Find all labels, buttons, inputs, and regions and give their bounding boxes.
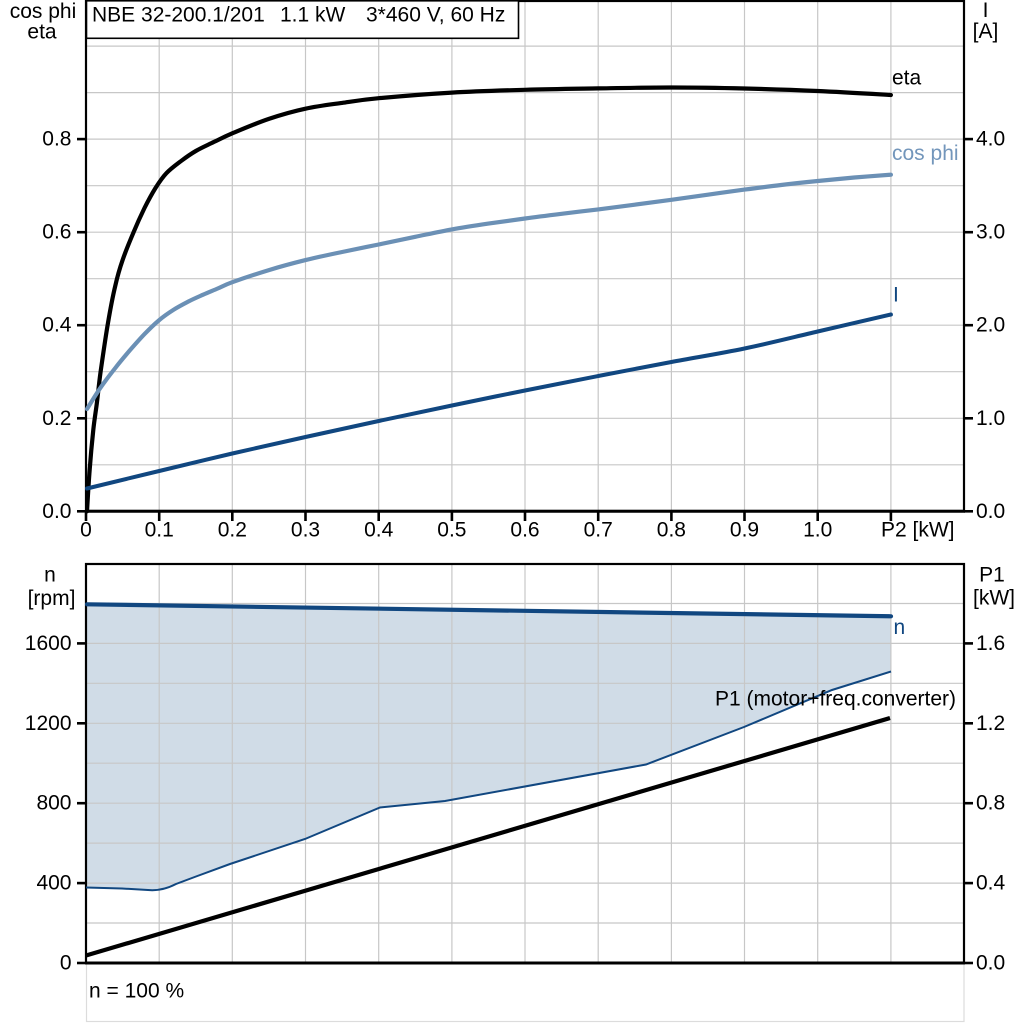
svg-text:2.0: 2.0 (976, 314, 1005, 337)
svg-text:0.6: 0.6 (42, 221, 71, 244)
svg-text:n = 100 %: n = 100 % (89, 980, 184, 1003)
svg-text:0.4: 0.4 (976, 872, 1006, 895)
svg-text:0.7: 0.7 (584, 519, 613, 542)
svg-text:0.0: 0.0 (976, 952, 1005, 975)
svg-text:0.6: 0.6 (510, 519, 539, 542)
svg-text:eta: eta (27, 21, 57, 44)
svg-text:I: I (893, 284, 899, 307)
svg-text:0: 0 (60, 952, 72, 975)
svg-text:cos phi: cos phi (892, 142, 959, 165)
svg-text:1.0: 1.0 (976, 407, 1005, 430)
svg-text:1.1 kW: 1.1 kW (280, 4, 346, 27)
svg-text:0.5: 0.5 (437, 519, 466, 542)
svg-text:0.8: 0.8 (657, 519, 686, 542)
svg-text:n: n (894, 616, 906, 639)
svg-text:0.8: 0.8 (976, 792, 1005, 815)
svg-text:0: 0 (80, 519, 92, 542)
svg-text:0.8: 0.8 (42, 128, 71, 151)
svg-text:0.0: 0.0 (976, 500, 1005, 523)
svg-text:cos phi: cos phi (10, 0, 77, 23)
svg-text:400: 400 (36, 872, 71, 895)
svg-text:0.2: 0.2 (218, 519, 247, 542)
svg-text:0.4: 0.4 (364, 519, 394, 542)
svg-text:[rpm]: [rpm] (28, 587, 76, 610)
svg-text:1600: 1600 (25, 632, 72, 655)
svg-text:0.2: 0.2 (42, 407, 71, 430)
svg-text:1.0: 1.0 (803, 519, 832, 542)
svg-text:0.1: 0.1 (145, 519, 174, 542)
svg-text:3.0: 3.0 (976, 221, 1005, 244)
svg-text:0.0: 0.0 (42, 500, 71, 523)
svg-text:0.9: 0.9 (730, 519, 759, 542)
svg-text:3*460 V, 60 Hz: 3*460 V, 60 Hz (366, 4, 505, 27)
svg-text:[A]: [A] (973, 20, 999, 43)
svg-text:1.6: 1.6 (976, 632, 1005, 655)
svg-text:eta: eta (892, 67, 922, 90)
svg-text:0.4: 0.4 (42, 314, 72, 337)
svg-text:800: 800 (36, 792, 71, 815)
svg-text:P1: P1 (979, 564, 1005, 587)
svg-text:P1 (motor+freq.converter): P1 (motor+freq.converter) (715, 688, 956, 711)
svg-text:1200: 1200 (25, 712, 72, 735)
svg-text:P2 [kW]: P2 [kW] (881, 519, 955, 542)
svg-text:NBE 32-200.1/201: NBE 32-200.1/201 (92, 4, 265, 27)
svg-text:0.3: 0.3 (291, 519, 320, 542)
svg-text:4.0: 4.0 (976, 128, 1005, 151)
svg-text:[kW]: [kW] (973, 587, 1015, 610)
svg-text:I: I (983, 0, 989, 22)
svg-text:1.2: 1.2 (976, 712, 1005, 735)
svg-text:n: n (44, 564, 56, 587)
